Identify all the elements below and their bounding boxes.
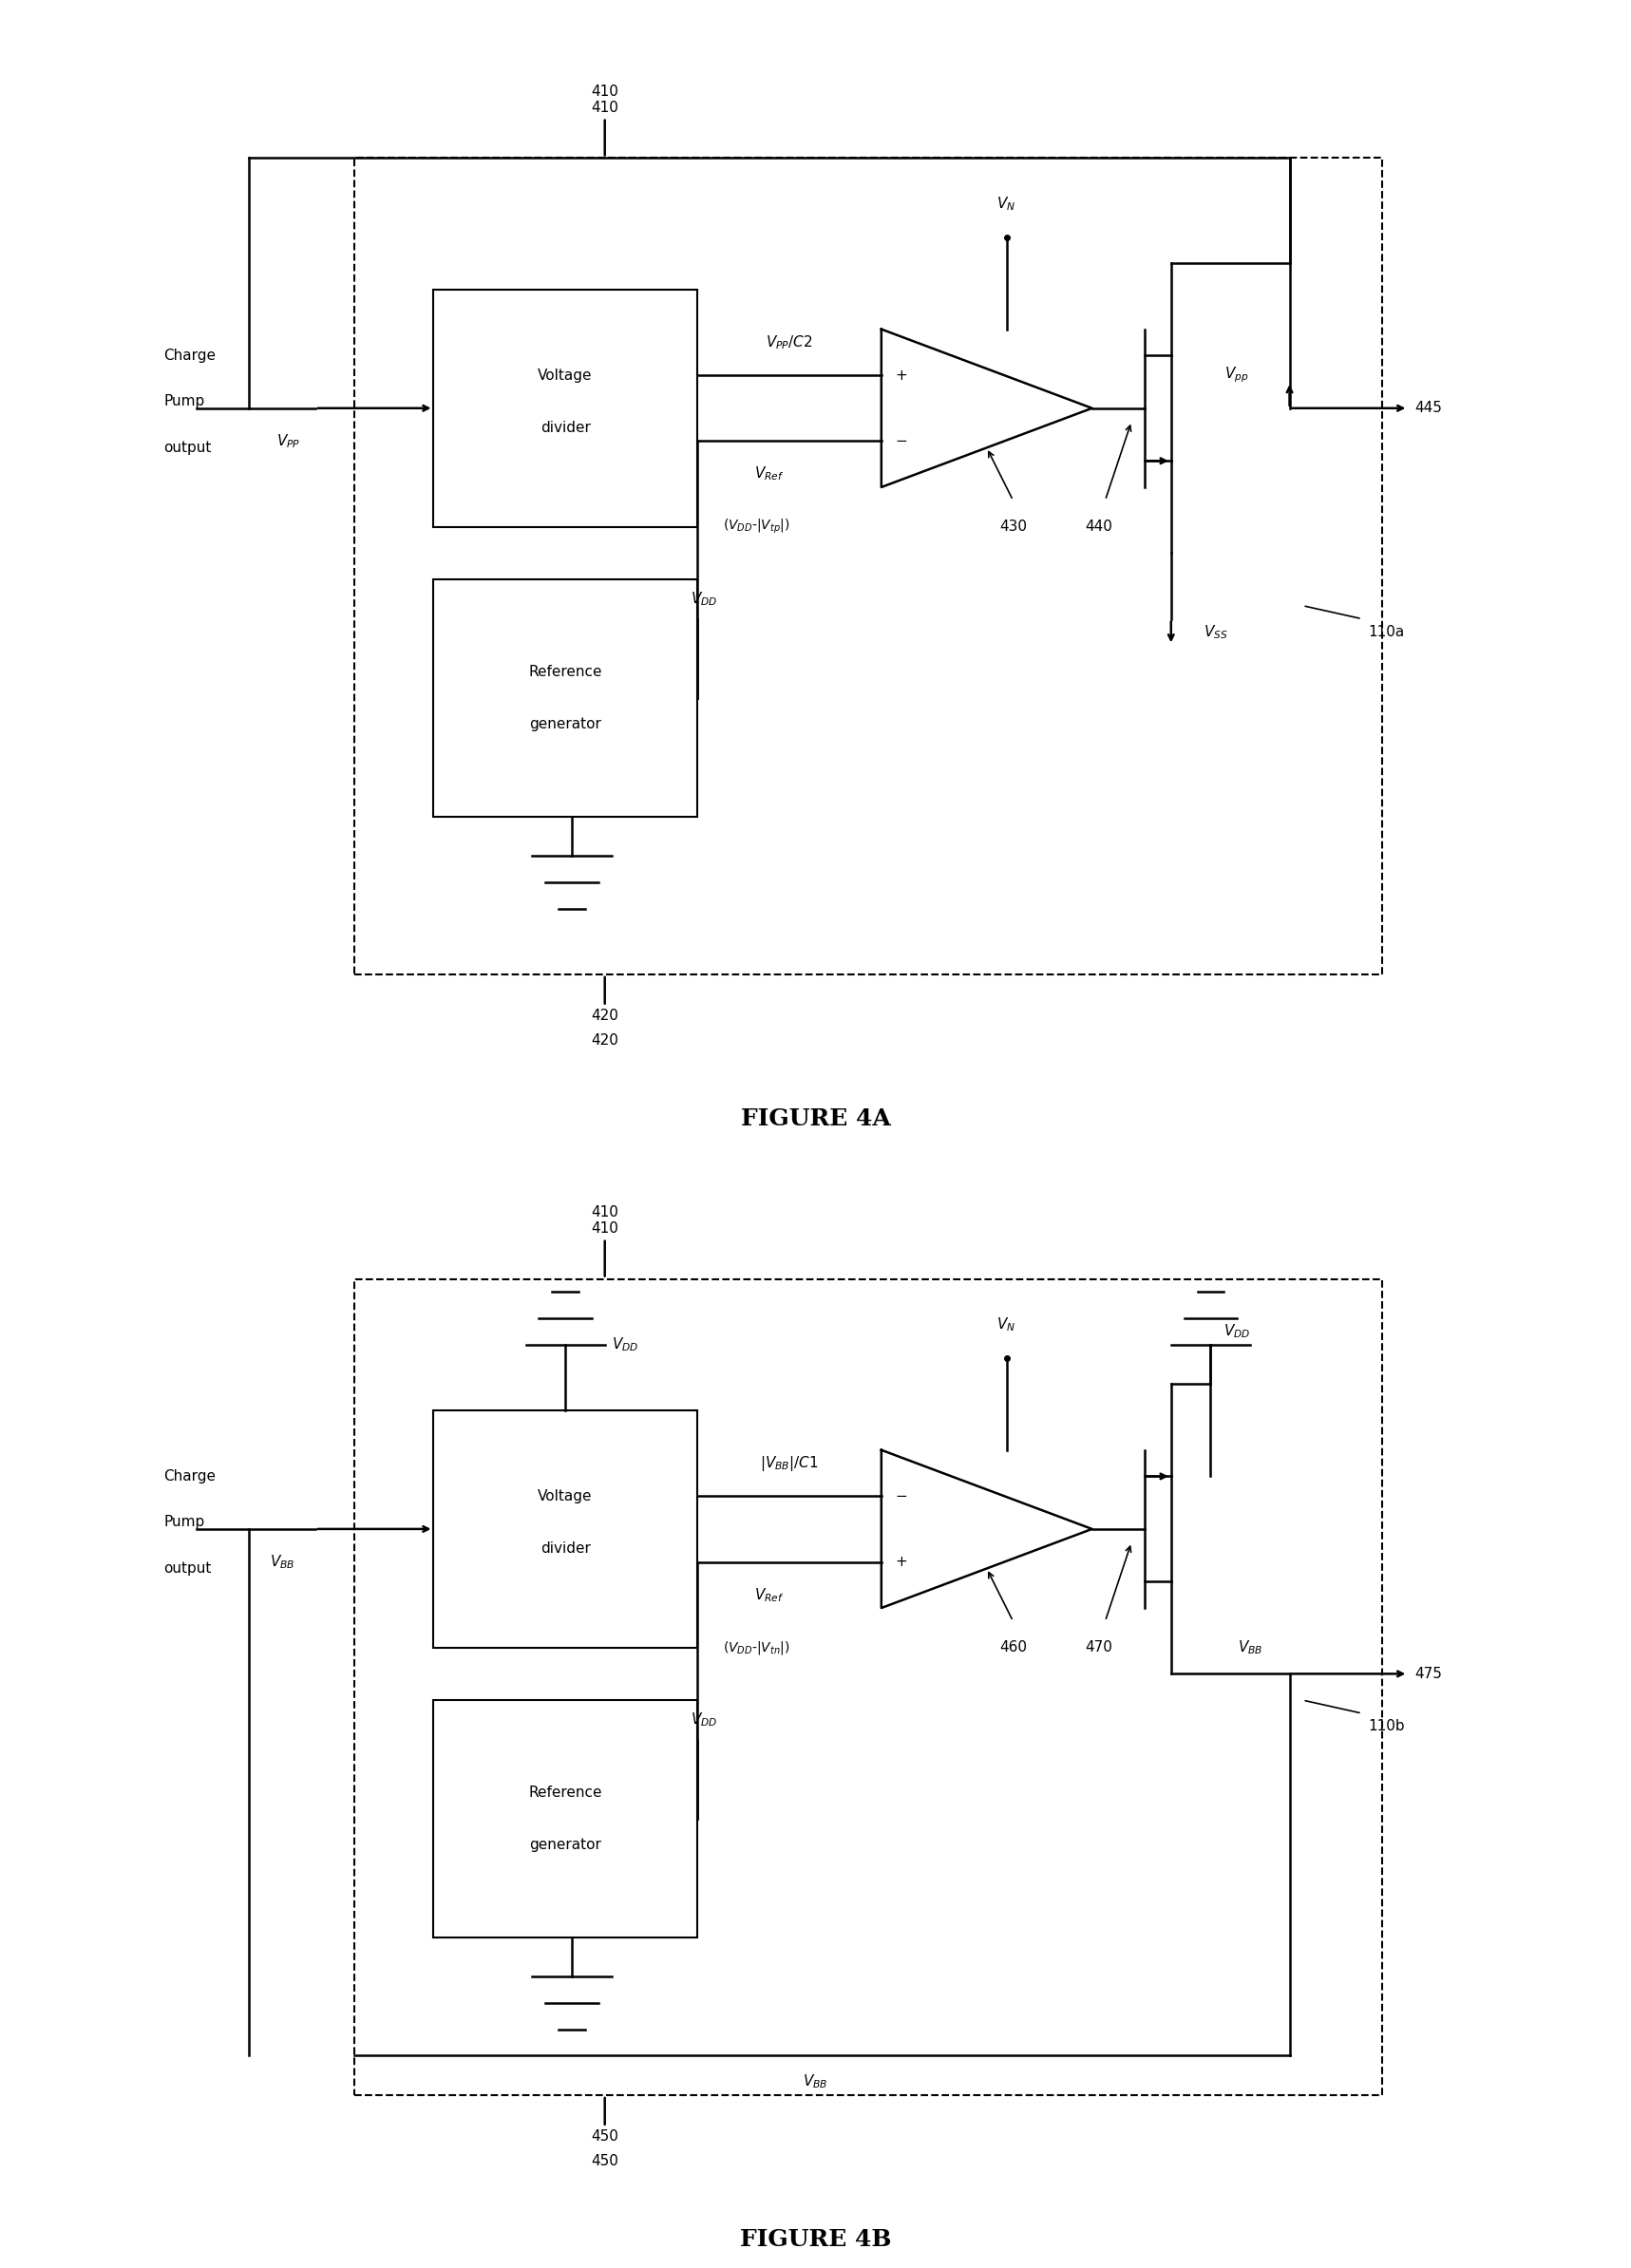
Text: 460: 460	[1000, 1640, 1028, 1656]
Text: output: output	[163, 440, 212, 456]
Text: 450: 450	[590, 2098, 618, 2143]
Text: Charge: Charge	[163, 349, 215, 363]
Text: $V_{DD}$: $V_{DD}$	[690, 1710, 718, 1728]
Text: −: −	[895, 433, 907, 449]
Text: 110b: 110b	[1368, 1719, 1406, 1733]
Text: Charge: Charge	[163, 1470, 215, 1483]
FancyBboxPatch shape	[434, 290, 696, 526]
FancyBboxPatch shape	[354, 1279, 1381, 2096]
Text: $V_{DD}$: $V_{DD}$	[1223, 1322, 1251, 1340]
Text: FIGURE 4B: FIGURE 4B	[740, 2229, 891, 2252]
Text: divider: divider	[540, 422, 590, 435]
Text: divider: divider	[540, 1542, 590, 1556]
Text: $V_{SS}$: $V_{SS}$	[1204, 624, 1228, 642]
Text: Reference: Reference	[528, 1785, 602, 1799]
Text: $V_{Ref}$: $V_{Ref}$	[755, 465, 785, 483]
Text: $V_{BB}$: $V_{BB}$	[802, 2073, 829, 2091]
Text: 410: 410	[590, 100, 618, 156]
Text: 410: 410	[590, 1204, 618, 1220]
Text: Pump: Pump	[163, 1515, 206, 1529]
Text: generator: generator	[530, 717, 602, 730]
Text: $V_{BB}$: $V_{BB}$	[269, 1554, 295, 1572]
Text: 445: 445	[1414, 401, 1442, 415]
Text: Reference: Reference	[528, 665, 602, 678]
FancyBboxPatch shape	[434, 1411, 696, 1647]
Text: 440: 440	[1085, 519, 1112, 533]
Text: output: output	[163, 1560, 212, 1576]
Text: −: −	[895, 1490, 907, 1504]
Text: $V_N$: $V_N$	[997, 1315, 1016, 1334]
Text: 410: 410	[590, 84, 618, 100]
Text: 475: 475	[1414, 1667, 1442, 1681]
Text: $V_{Ref}$: $V_{Ref}$	[755, 1585, 785, 1603]
Text: 430: 430	[1000, 519, 1028, 533]
Text: $V_{pp}$: $V_{pp}$	[1225, 365, 1249, 386]
Text: $(V_{DD}$-$|V_{tp}|)$: $(V_{DD}$-$|V_{tp}|)$	[723, 517, 789, 535]
Text: $V_{BB}$: $V_{BB}$	[1238, 1637, 1262, 1656]
Text: $V_N$: $V_N$	[997, 195, 1016, 213]
Text: generator: generator	[530, 1837, 602, 1853]
Text: 420: 420	[590, 978, 618, 1023]
FancyBboxPatch shape	[434, 578, 696, 816]
FancyBboxPatch shape	[434, 1701, 696, 1937]
Text: Pump: Pump	[163, 395, 206, 408]
Text: $V_{PP}/C2$: $V_{PP}/C2$	[765, 333, 812, 352]
Text: Voltage: Voltage	[538, 1490, 592, 1504]
Text: 450: 450	[590, 2155, 618, 2168]
Text: 470: 470	[1085, 1640, 1112, 1656]
Text: FIGURE 4A: FIGURE 4A	[740, 1107, 891, 1129]
Text: 420: 420	[590, 1034, 618, 1048]
Text: 410: 410	[590, 1222, 618, 1277]
FancyBboxPatch shape	[354, 159, 1381, 975]
Text: +: +	[895, 367, 907, 383]
Text: $V_{DD}$: $V_{DD}$	[612, 1336, 638, 1354]
Text: +: +	[895, 1556, 907, 1569]
Text: Voltage: Voltage	[538, 367, 592, 383]
Text: $(V_{DD}$-$|V_{tn}|)$: $(V_{DD}$-$|V_{tn}|)$	[723, 1640, 789, 1656]
Text: $V_{PP}$: $V_{PP}$	[277, 433, 300, 449]
Text: $V_{DD}$: $V_{DD}$	[690, 590, 718, 608]
Text: 110a: 110a	[1368, 626, 1404, 640]
Text: $|V_{BB}|/C1$: $|V_{BB}|/C1$	[760, 1454, 819, 1472]
